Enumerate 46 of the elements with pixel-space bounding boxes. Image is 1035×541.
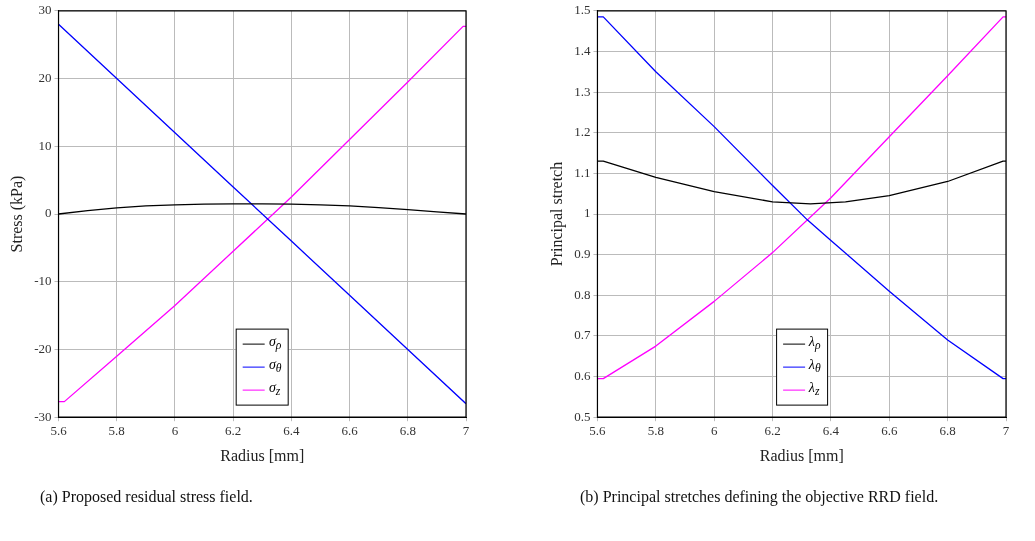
y-tick-label: 20 [38,69,52,85]
y-tick-label: -20 [34,340,52,356]
x-tick-label: 5.8 [108,423,125,439]
x-tick-label: 6 [710,423,718,439]
legend-label: σ$_{θ}$ [268,355,282,378]
legend-label: σ$_{ρ}$ [268,332,282,355]
legend-label: σ$_{z}$ [268,378,281,401]
y-tick-label: -30 [34,408,52,424]
x-tick-label: 6.6 [341,423,359,439]
x-tick-label: 6.2 [764,423,781,439]
y-tick-label: 10 [38,137,52,153]
x-tick-label: 6.6 [881,423,898,439]
x-tick-label: 5.8 [647,423,664,439]
x-tick-label: 6.8 [399,423,416,439]
legend-label: λ$_{z}$ [808,378,820,401]
y-tick-label: 0.8 [574,286,591,302]
y-tick-label: 1.5 [574,2,591,18]
y-tick-label: 1.3 [574,83,591,99]
x-tick-label: 5.6 [589,423,607,439]
legend-label: λ$_{ρ}$ [808,332,821,355]
y-tick-label: 1.1 [574,164,591,180]
x-tick-label: 6.4 [822,423,840,439]
x-tick-label: 6.2 [225,423,242,439]
legend-label: λ$_{θ}$ [808,355,821,378]
x-tick-label: 6 [171,423,179,439]
x-tick-label: 5.6 [50,423,68,439]
y-tick-label: 1.2 [574,124,591,140]
x-tick-label: 6.4 [283,423,300,439]
x-tick-label: 7 [462,423,470,439]
y-tick-label: 0.9 [574,246,591,262]
text: (a) Proposed residual stress field. [40,488,254,506]
y-tick-label: 1 [583,205,591,221]
y-axis-title: Principal stretch [547,161,566,267]
x-tick-label: 7 [1002,423,1010,439]
x-tick-label: 6.8 [939,423,956,439]
y-tick-label: -10 [34,273,52,289]
y-tick-label: 0.7 [574,327,591,343]
y-tick-label: 30 [38,2,52,18]
y-tick-label: 1.4 [574,42,591,58]
y-axis-title: Stress (kPa) [7,175,26,253]
x-axis-title: Radius [mm] [759,446,844,464]
y-tick-label: 0.5 [574,408,591,424]
y-tick-label: 0.6 [574,367,591,383]
x-axis-title: Radius [mm] [220,446,305,464]
text: (b) Principal stretches defining the objective RRD field. [580,488,940,506]
y-tick-label: 0 [45,205,52,221]
